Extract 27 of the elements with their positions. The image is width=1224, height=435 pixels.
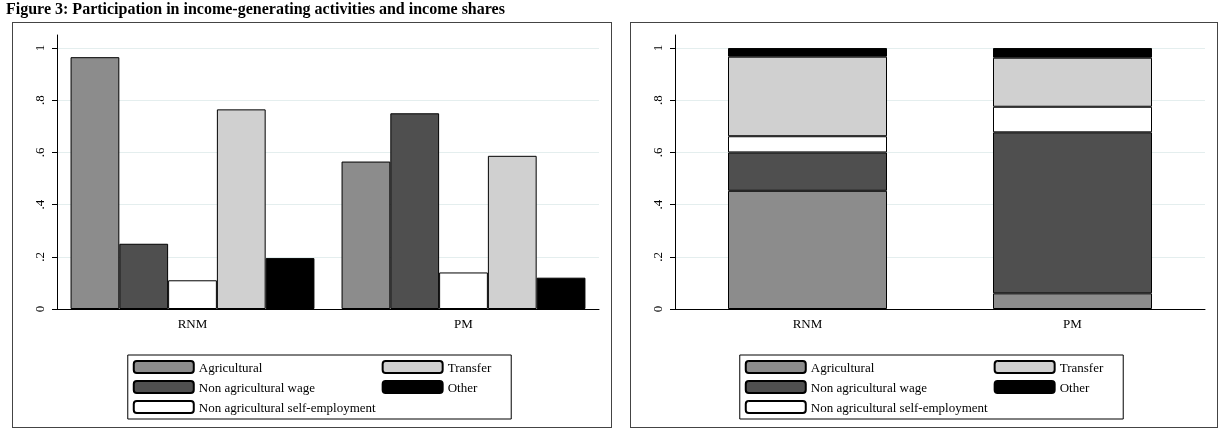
x-tick-label: PM	[454, 316, 474, 331]
x-tick-label: PM	[1063, 316, 1083, 331]
legend-label: Non agricultural self-employment	[810, 399, 989, 415]
legend-label: Transfer	[1059, 359, 1104, 375]
y-tick-label: .2	[31, 251, 47, 262]
legend-label: Non agricultural wage	[810, 379, 928, 395]
legend-label: Other	[447, 379, 478, 395]
y-tick-label: .6	[31, 147, 47, 158]
y-tick-label: .6	[649, 147, 665, 158]
x-tick-label: RNM	[177, 316, 208, 331]
y-tick-label: 1	[31, 44, 47, 52]
legend-label: Agricultural	[810, 359, 875, 375]
y-tick-label: .4	[649, 199, 665, 210]
y-tick-label: 0	[31, 305, 47, 313]
y-tick-label: 0	[649, 305, 665, 313]
y-tick-label: .4	[31, 199, 47, 210]
y-tick-label: .8	[31, 95, 47, 106]
y-tick-label: .2	[649, 251, 665, 262]
legend-label: Non agricultural self-employment	[198, 399, 377, 415]
legend-label: Other	[1059, 379, 1090, 395]
chart-title: Figure 3: Participation in income-generating activities and income shares	[6, 0, 505, 18]
y-tick-label: 1	[649, 44, 665, 52]
legend-label: Non agricultural wage	[198, 379, 316, 395]
legend-label: Transfer	[447, 359, 492, 375]
legend-label: Agricultural	[198, 359, 263, 375]
y-tick-label: .8	[649, 95, 665, 106]
x-tick-label: RNM	[792, 316, 823, 331]
